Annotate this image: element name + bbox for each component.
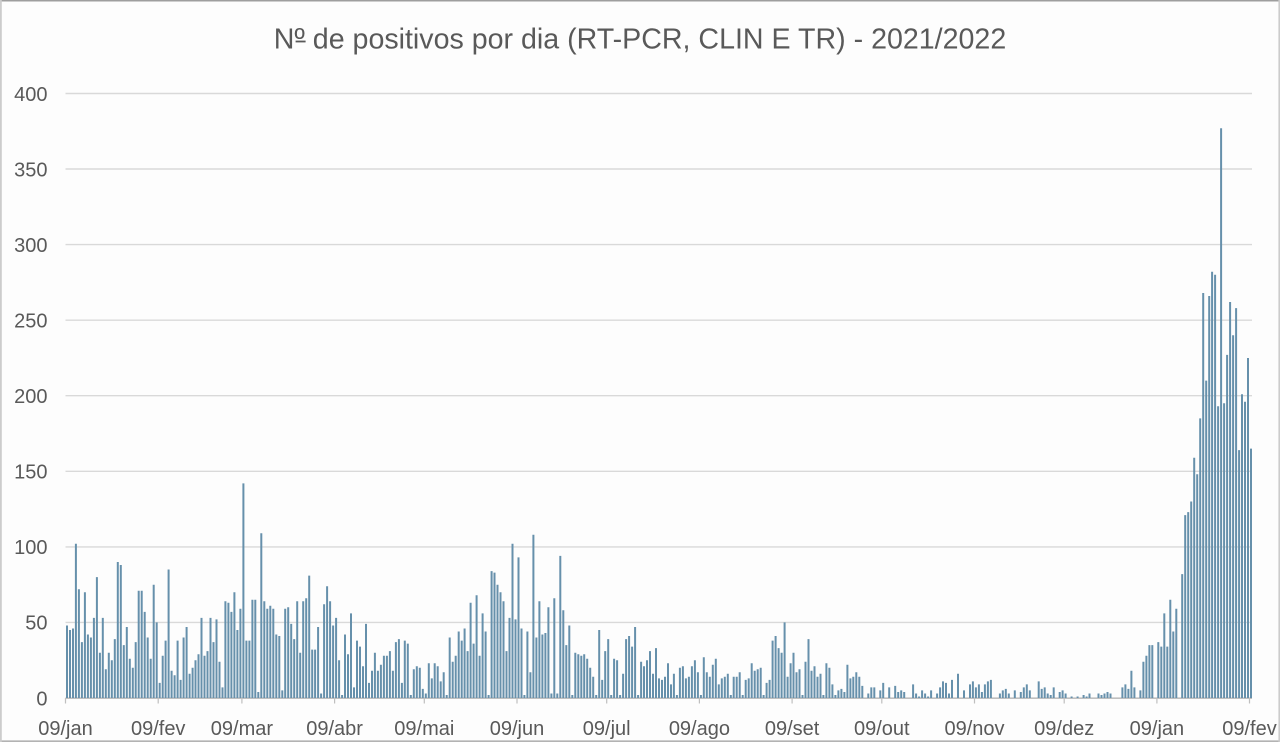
svg-text:09/abr: 09/abr bbox=[306, 718, 363, 740]
svg-text:09/mar: 09/mar bbox=[211, 718, 274, 740]
svg-text:200: 200 bbox=[14, 386, 47, 408]
svg-text:09/fev: 09/fev bbox=[131, 718, 185, 740]
svg-text:09/jan: 09/jan bbox=[38, 718, 93, 740]
svg-text:09/nov: 09/nov bbox=[944, 718, 1004, 740]
svg-text:09/out: 09/out bbox=[854, 718, 910, 740]
svg-text:250: 250 bbox=[14, 311, 47, 333]
svg-text:50: 50 bbox=[25, 613, 47, 635]
svg-text:09/dez: 09/dez bbox=[1034, 718, 1094, 740]
svg-text:400: 400 bbox=[14, 84, 47, 106]
svg-text:09/ago: 09/ago bbox=[669, 718, 730, 740]
svg-text:0: 0 bbox=[36, 688, 47, 710]
svg-text:09/set: 09/set bbox=[765, 718, 820, 740]
svg-text:300: 300 bbox=[14, 235, 47, 257]
svg-text:350: 350 bbox=[14, 159, 47, 181]
svg-text:09/mai: 09/mai bbox=[394, 718, 454, 740]
svg-text:09/jul: 09/jul bbox=[583, 718, 631, 740]
svg-text:150: 150 bbox=[14, 462, 47, 484]
svg-text:09/jun: 09/jun bbox=[490, 718, 545, 740]
svg-text:100: 100 bbox=[14, 537, 47, 559]
svg-text:Nº de positivos por dia (RT-PC: Nº de positivos por dia (RT-PCR, CLIN E … bbox=[274, 24, 1006, 56]
svg-text:09/fev: 09/fev bbox=[1222, 718, 1276, 740]
svg-text:09/jan: 09/jan bbox=[1130, 718, 1185, 740]
